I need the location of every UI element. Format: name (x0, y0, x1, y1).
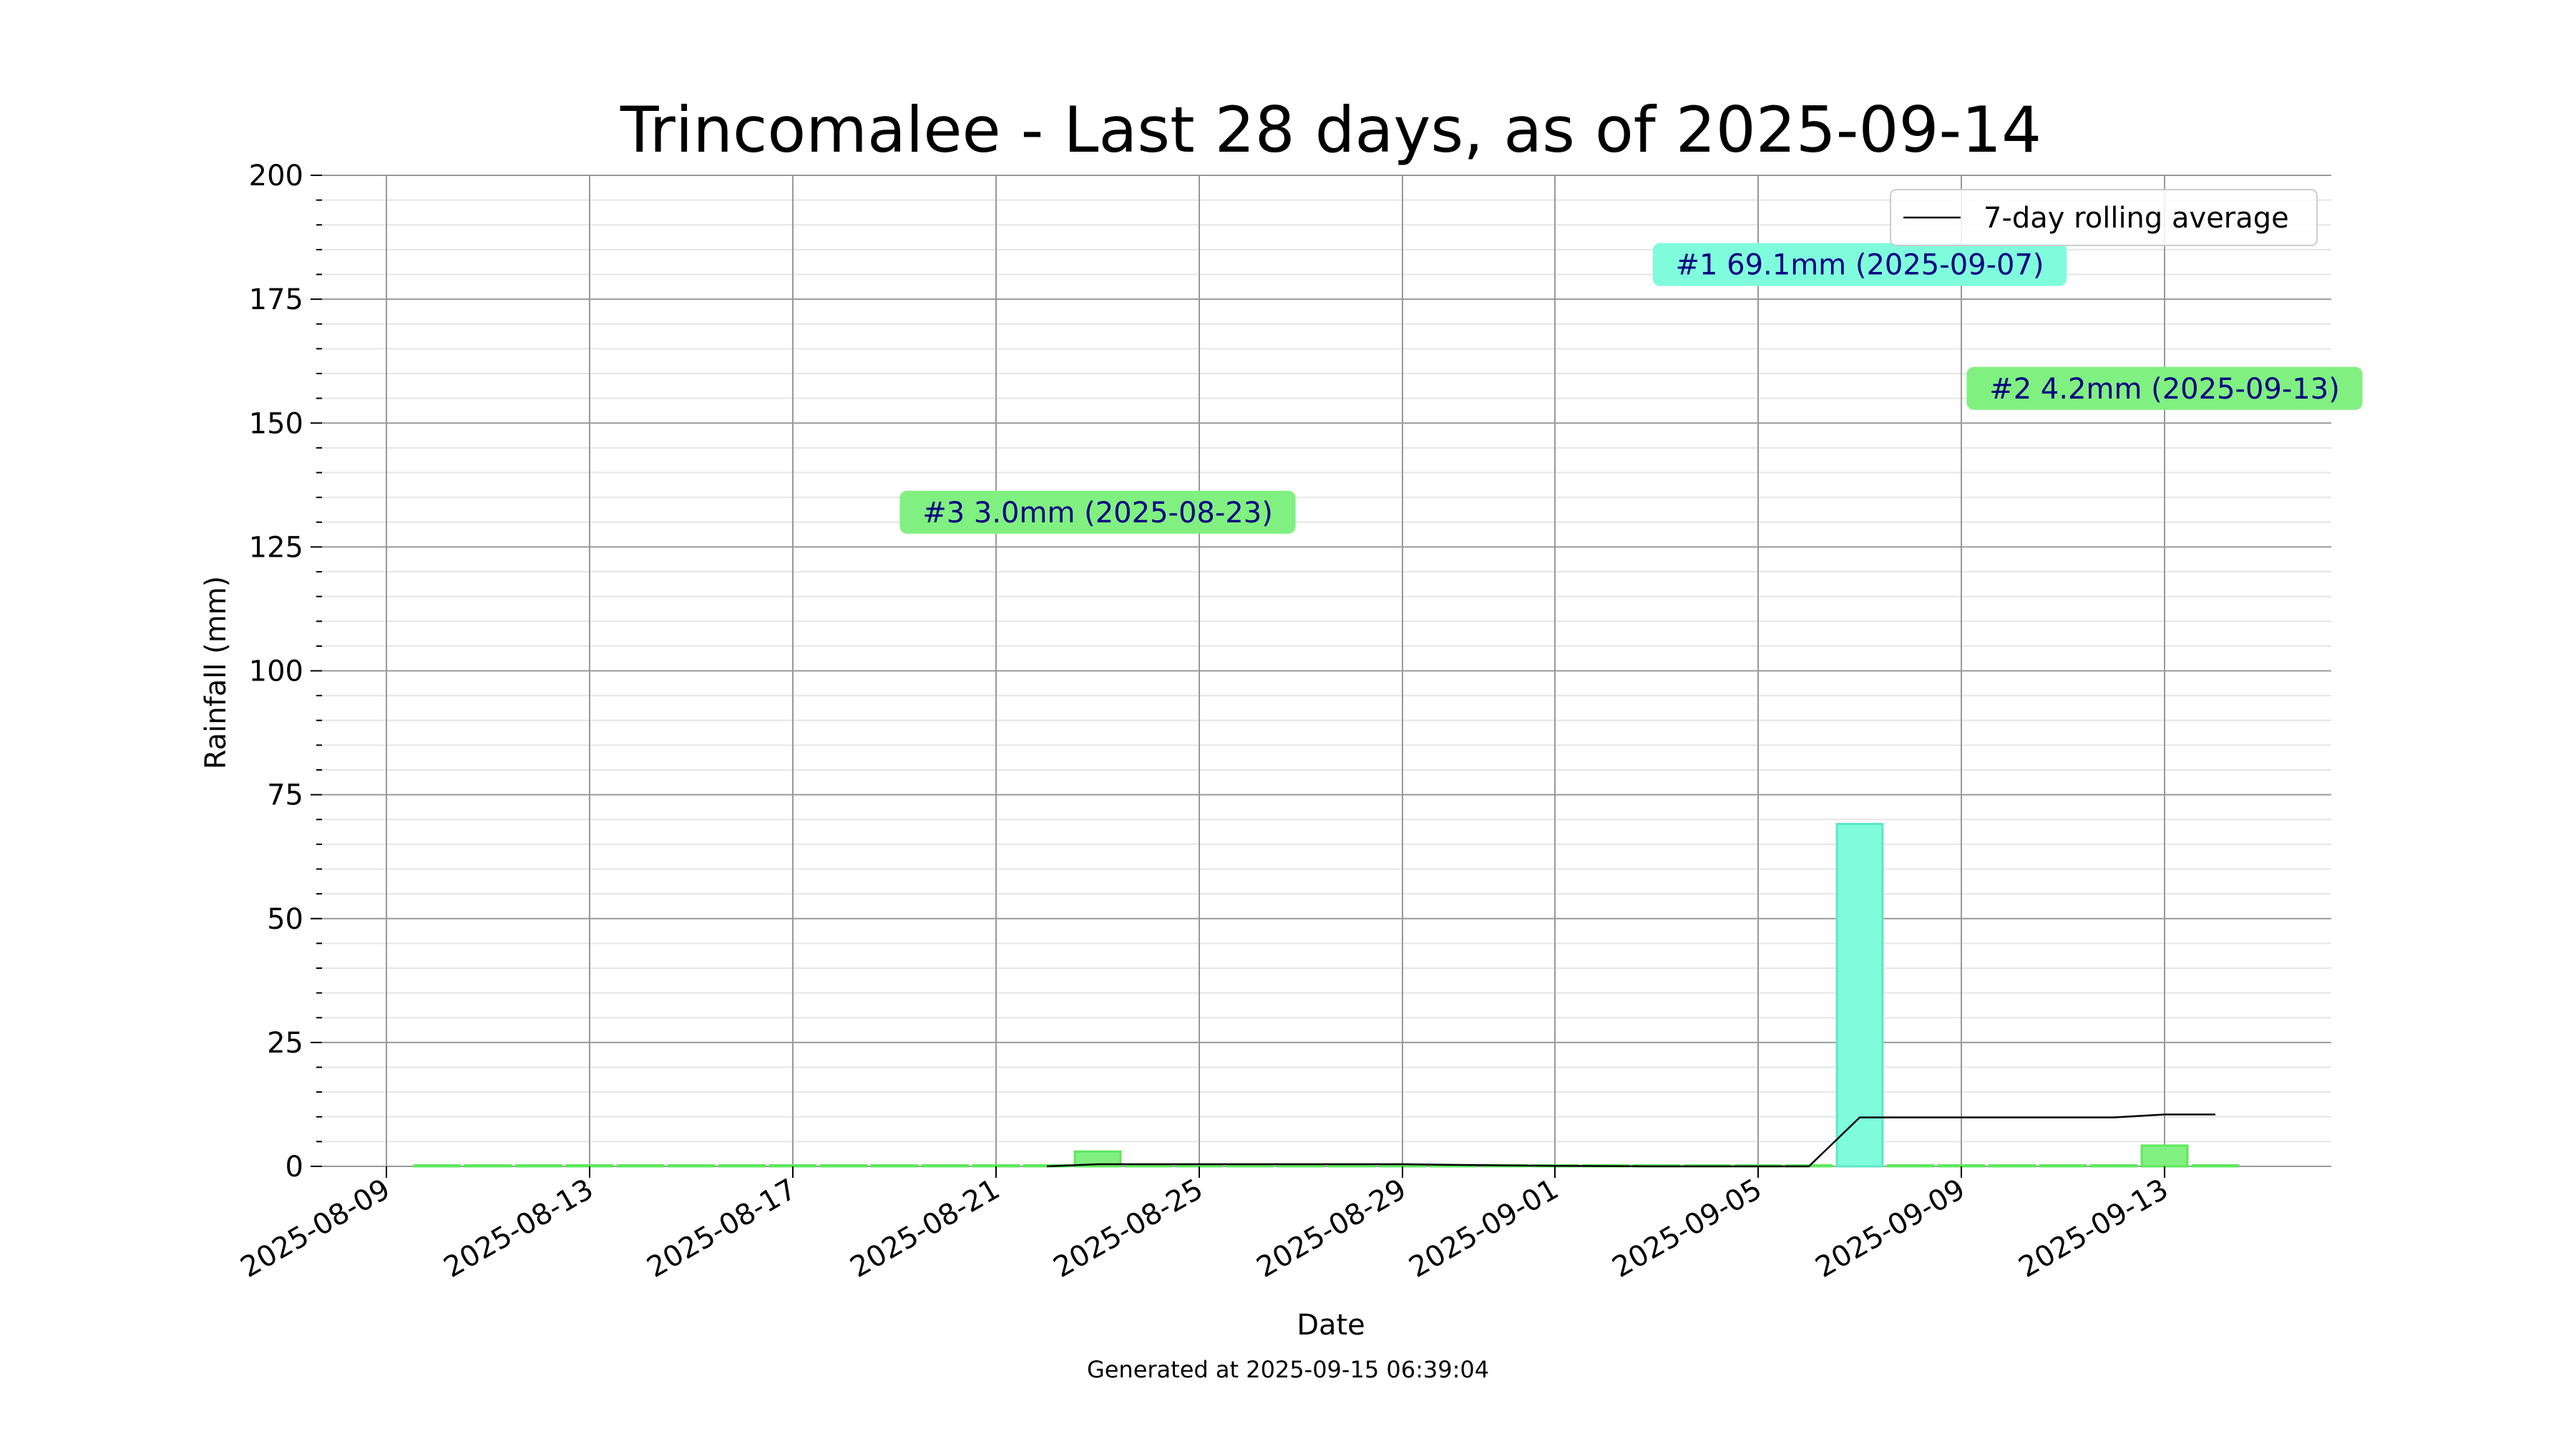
x-tick-label: 2025-08-17 (642, 1173, 802, 1284)
x-axis: 2025-08-09 2025-08-13 2025-08-17 2025-08-21… (235, 1166, 2174, 1284)
rainfall-bar (1378, 1164, 1427, 1168)
y-axis-label: Rainfall (mm) (200, 576, 233, 770)
legend: 7-day rolling average (1890, 189, 2318, 246)
rainfall-bar (1226, 1164, 1274, 1168)
x-tick-label: 2025-09-05 (1607, 1173, 1767, 1284)
annotation-label: #2 4.2mm (2025-09-13) (1989, 373, 2340, 406)
rainfall-bar (667, 1164, 716, 1168)
annotation-label: #1 69.1mm (2025-09-07) (1675, 249, 2044, 282)
chart-title: Trincomalee - Last 28 days, as of 2025-0… (620, 93, 2041, 167)
y-tick-label: 150 (249, 407, 303, 440)
rainfall-bar (1073, 1150, 1122, 1168)
x-tick-label: 2025-08-09 (235, 1173, 396, 1284)
legend-frame (1890, 189, 2318, 246)
rainfall-bar (2140, 1144, 2189, 1168)
rainfall-bar (819, 1164, 868, 1168)
rainfall-bar (1327, 1164, 1376, 1168)
major-gridlines (322, 175, 2331, 1167)
y-tick-label: 125 (249, 531, 303, 564)
x-tick-label: 2025-08-13 (439, 1173, 599, 1284)
x-tick-label: 2025-08-21 (845, 1173, 1005, 1284)
x-tick-label: 2025-09-09 (1810, 1173, 1971, 1284)
y-tick-label: 100 (249, 655, 303, 688)
rainfall-bar (1835, 822, 1884, 1168)
generated-timestamp: Generated at 2025-09-15 06:39:04 (1086, 1356, 1490, 1383)
y-axis: 0 25 50 75 100 125 150 175 200 (249, 160, 322, 1184)
annotation-box (899, 490, 1296, 534)
x-tick-label: 2025-09-13 (2014, 1173, 2174, 1284)
rainfall-bar (2039, 1164, 2087, 1168)
rainfall-bar (565, 1164, 614, 1168)
rainfall-bar (718, 1164, 766, 1168)
annotations: #1 69.1mm (2025-09-07) #2 4.2mm (2025-09-… (899, 243, 2363, 534)
x-axis-label: Date (1297, 1309, 1365, 1342)
rainfall-bar (972, 1164, 1020, 1168)
y-tick-label: 200 (249, 160, 303, 192)
rainfall-bar (616, 1164, 665, 1168)
y-tick-label: 175 (249, 283, 303, 316)
rainfall-bar (1988, 1164, 2036, 1168)
rainfall-bar (1175, 1164, 1224, 1168)
rainfall-bar (413, 1164, 462, 1168)
annotation-box (1652, 243, 2067, 286)
rainfall-bar (1886, 1164, 1935, 1168)
rainfall-bar (1937, 1164, 1986, 1168)
y-tick-label: 25 (267, 1027, 303, 1060)
annotation-box (1966, 366, 2363, 410)
rainfall-bar (921, 1164, 970, 1168)
rainfall-bar (769, 1164, 817, 1168)
rainfall-bar (514, 1164, 563, 1168)
rainfall-bar (464, 1164, 512, 1168)
rolling-average-polyline (1046, 1113, 2215, 1168)
x-tick-label: 2025-08-29 (1252, 1173, 1412, 1284)
rainfall-bar (2191, 1164, 2240, 1168)
rainfall-bar (2089, 1164, 2138, 1168)
x-tick-label: 2025-08-25 (1048, 1173, 1209, 1284)
legend-label: 7-day rolling average (1984, 202, 2289, 235)
rainfall-bar (870, 1164, 919, 1168)
y-tick-label: 0 (286, 1151, 303, 1184)
annotation-label: #3 3.0mm (2025-08-23) (922, 497, 1273, 530)
y-tick-label: 50 (267, 903, 303, 936)
y-tick-label: 75 (267, 779, 303, 812)
rainfall-bars (413, 822, 2240, 1168)
x-tick-label: 2025-09-01 (1404, 1173, 1564, 1284)
rainfall-bar (1277, 1164, 1325, 1168)
rolling-average-line (1046, 1113, 2215, 1168)
rainfall-bar (1124, 1164, 1173, 1168)
